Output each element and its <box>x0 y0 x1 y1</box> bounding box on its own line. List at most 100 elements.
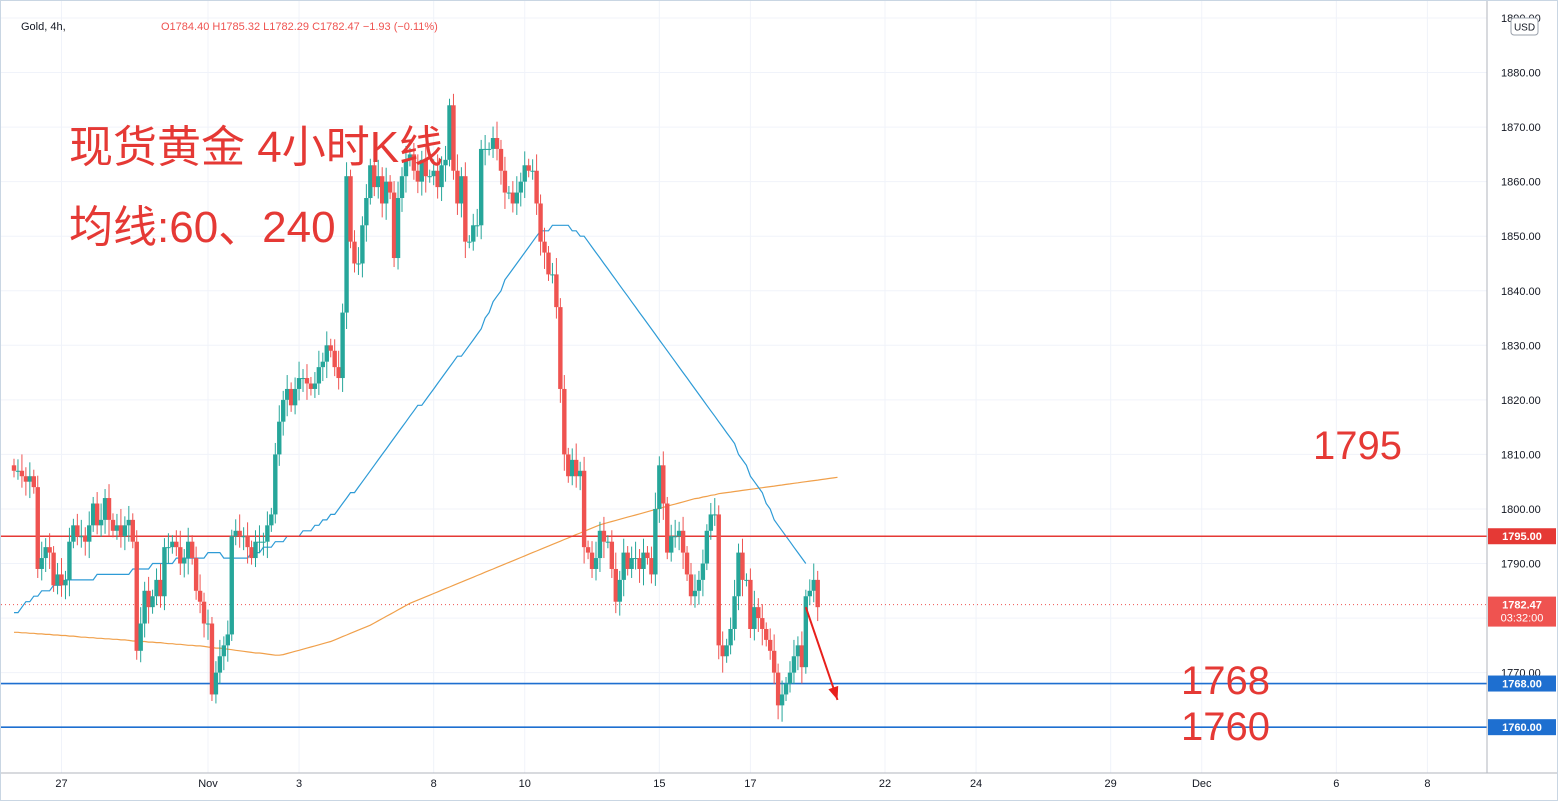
candle-body <box>593 558 599 569</box>
price-tick-label: 1830.00 <box>1501 340 1541 352</box>
time-tick-label: 8 <box>1424 778 1430 790</box>
candle-body <box>300 378 306 380</box>
candles <box>11 93 820 722</box>
price-tick-label: 1820.00 <box>1501 395 1541 407</box>
candle-body <box>799 645 805 668</box>
candle-body <box>94 503 100 526</box>
candle-body <box>344 176 349 313</box>
candle-body <box>625 552 630 569</box>
candle-body <box>676 530 682 537</box>
candle-body <box>182 558 187 564</box>
candle-body <box>621 552 626 580</box>
candle-body <box>494 138 500 149</box>
candle-body <box>530 170 535 172</box>
candle-body <box>736 552 741 597</box>
candle-body <box>308 383 314 389</box>
candle-body <box>756 607 761 619</box>
candle-body <box>217 656 223 673</box>
candle-body <box>692 590 698 597</box>
price-tick-label: 1880.00 <box>1501 68 1541 80</box>
candle-body <box>225 634 230 646</box>
price-tick-label: 1790.00 <box>1501 559 1541 571</box>
candle-body <box>443 159 448 166</box>
time-axis-bg[interactable] <box>1 773 1487 800</box>
candle-body <box>229 536 234 635</box>
candle-body <box>566 454 571 477</box>
candle-body <box>514 192 520 204</box>
candle-body <box>170 541 175 548</box>
candle-body <box>281 399 286 422</box>
candle-body <box>546 252 551 275</box>
candle-body <box>645 552 650 559</box>
candle-body <box>775 672 781 706</box>
candle-body <box>59 574 64 586</box>
candle-body <box>39 558 44 569</box>
price-tag-current: 1782.47 03:32:00 <box>1488 596 1556 627</box>
candle-body <box>83 536 88 542</box>
candle-body <box>815 579 820 608</box>
candle-body <box>87 525 92 542</box>
candle-body <box>581 470 587 548</box>
candle-body <box>570 459 575 477</box>
candle-body <box>324 345 329 362</box>
candle-body <box>617 579 622 602</box>
ohlc-readout: O1784.40 H1785.32 L1782.29 C1782.47 −1.9… <box>161 21 438 33</box>
candle-body <box>423 159 428 177</box>
symbol-label: Gold, 4h, <box>21 21 66 33</box>
candle-body <box>577 470 583 477</box>
candle-body <box>427 176 432 178</box>
svg-text:1760.00: 1760.00 <box>1502 722 1542 734</box>
candle-body <box>748 579 753 629</box>
candle-body <box>764 628 769 640</box>
currency-badge[interactable] <box>1510 17 1539 36</box>
candle-body <box>79 536 84 538</box>
candle-body <box>332 350 337 368</box>
candle-body <box>403 159 409 177</box>
annotation-level-1795: 1795 <box>1313 424 1402 468</box>
svg-text:1795.00: 1795.00 <box>1502 531 1542 543</box>
candle-body <box>27 476 33 482</box>
price-tick-label: 1810.00 <box>1501 449 1541 461</box>
candle-body <box>672 536 678 538</box>
candle-body <box>641 552 646 569</box>
candle-body <box>771 650 777 673</box>
candle-body <box>213 672 219 695</box>
candle-body <box>411 154 417 171</box>
candle-body <box>241 536 246 538</box>
candle-body <box>601 530 607 542</box>
candle-body <box>265 525 270 542</box>
candle-body <box>376 176 381 188</box>
candle-body <box>767 639 773 651</box>
candle-body <box>740 552 745 580</box>
candle-body <box>554 274 559 308</box>
candle-body <box>379 176 385 204</box>
candle-body <box>23 476 29 482</box>
candle-body <box>716 514 721 646</box>
candle-body <box>399 176 405 199</box>
candle-body <box>43 547 48 559</box>
candle-body <box>684 552 690 575</box>
candle-body <box>471 225 476 242</box>
candle-body <box>316 367 322 384</box>
candle-body <box>162 547 167 597</box>
candle-body <box>304 378 310 384</box>
candle-body <box>249 547 254 559</box>
candle-body <box>680 530 686 553</box>
candle-body <box>257 541 262 543</box>
candle-body <box>383 181 389 204</box>
candle-body <box>130 519 135 542</box>
candle-body <box>368 165 373 199</box>
candle-body <box>277 421 282 455</box>
candle-body <box>724 645 729 657</box>
candle-body <box>178 547 183 564</box>
candle-body <box>142 590 147 624</box>
time-tick-label: 15 <box>653 778 665 790</box>
candle-body <box>15 470 21 472</box>
price-axis-bg[interactable] <box>1487 1 1557 773</box>
candle-body <box>348 176 353 242</box>
price-tag-support-1768: 1768.00 <box>1488 675 1556 692</box>
candle-body <box>273 454 278 515</box>
candle-body <box>296 378 302 389</box>
